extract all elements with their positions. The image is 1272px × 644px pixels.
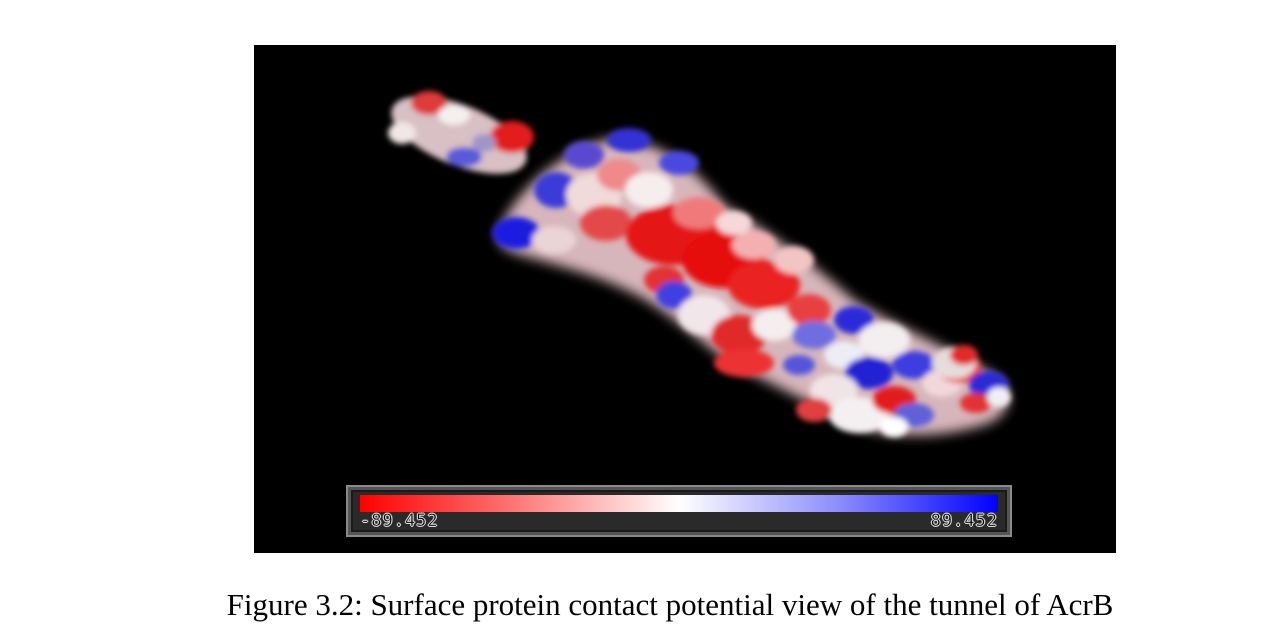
scale-min-label: -89.452: [360, 511, 439, 531]
protein-surface-patches: [492, 128, 1011, 437]
figure-caption: Figure 3.2: Surface protein contact pote…: [226, 587, 1114, 622]
scale-max-label: 89.452: [930, 511, 998, 531]
protein-fragment-small: [388, 91, 534, 174]
protein-surface-render: [388, 91, 1011, 437]
potential-gradient-bar: [360, 495, 998, 512]
potential-color-scale: -89.452 89.452: [346, 485, 1012, 537]
molecular-viewer: -89.452 89.452: [254, 45, 1116, 553]
